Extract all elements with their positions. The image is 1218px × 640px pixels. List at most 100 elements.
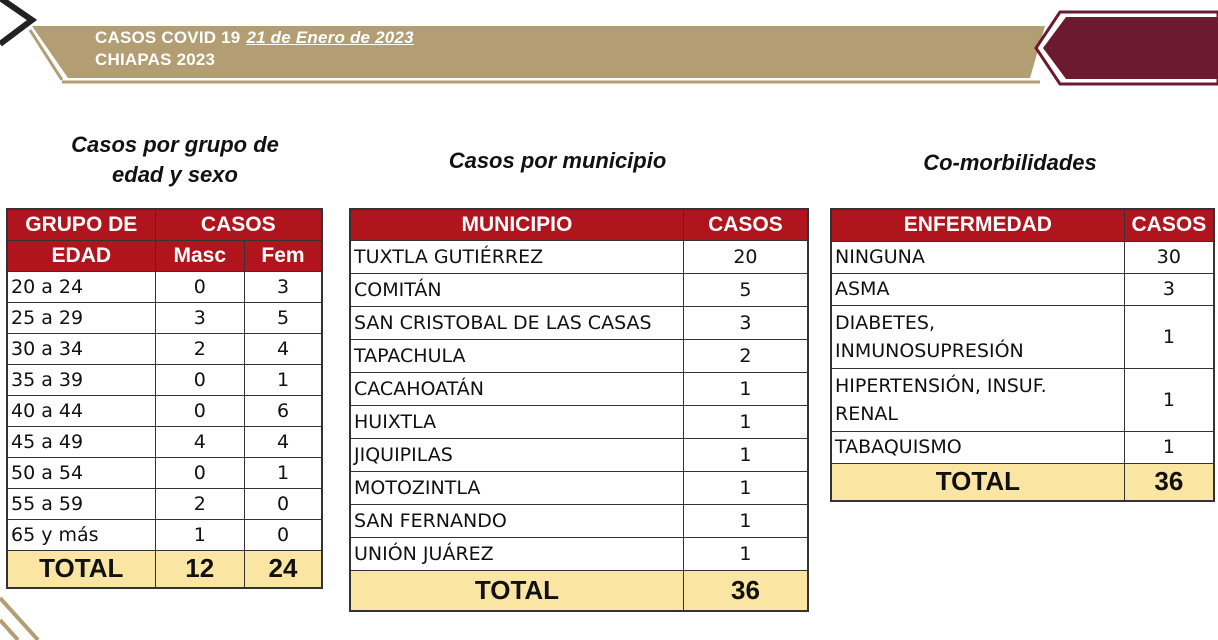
comorbidity-section-title: Co-morbilidades <box>923 150 1097 175</box>
table-row: UNIÓN JUÁREZ 1 <box>349 536 809 571</box>
disease-name: DIABETES, INMUNOSUPRESIÓN <box>830 304 1125 369</box>
disease-cases: 1 <box>1123 304 1215 369</box>
age-sex-table: GRUPO DE CASOS EDAD Masc Fem 20 a 24 0 3 2… <box>6 208 323 589</box>
total-masc: 12 <box>154 549 245 589</box>
table-row: HIPERTENSIÓN, INSUF. RENAL 1 <box>830 367 1215 432</box>
comorbidity-table: ENFERMEDAD CASOS NINGUNA 30 ASMA 3 DIABETE… <box>830 208 1215 502</box>
municipality-name: SAN FERNANDO <box>349 503 684 538</box>
table-row: NINGUNA 30 <box>830 240 1215 274</box>
table-row: MOTOZINTLA 1 <box>349 470 809 505</box>
header-disease: ENFERMEDAD <box>830 208 1125 242</box>
age-group: 45 a 49 <box>6 425 156 458</box>
table-row: 20 a 24 0 3 <box>6 270 323 303</box>
municipality-cases: 1 <box>682 404 809 439</box>
total-row: TOTAL 36 <box>830 462 1215 502</box>
age-group: 65 y más <box>6 518 156 551</box>
municipality-name: JIQUIPILAS <box>349 437 684 472</box>
table-row: HUIXTLA 1 <box>349 404 809 439</box>
corner-decoration <box>0 596 40 640</box>
table-row: 40 a 44 0 6 <box>6 394 323 427</box>
municipality-cases: 2 <box>682 338 809 373</box>
age-section-title: Casos por grupo de edad y sexo <box>20 130 330 190</box>
header-group-line1: GRUPO DE <box>6 208 156 241</box>
disease-cases: 1 <box>1123 430 1215 464</box>
municipality-cases: 1 <box>682 437 809 472</box>
age-group: 40 a 44 <box>6 394 156 427</box>
table-row: ASMA 3 <box>830 272 1215 306</box>
fem-count: 5 <box>243 301 323 334</box>
chevron-decoration <box>0 0 38 47</box>
disease-cases: 1 <box>1123 367 1215 432</box>
table-row: 30 a 34 2 4 <box>6 332 323 365</box>
fem-count: 1 <box>243 363 323 396</box>
municipality-name: SAN CRISTOBAL DE LAS CASAS <box>349 305 684 340</box>
disease-cases: 3 <box>1123 272 1215 306</box>
table-row: CACAHOATÁN 1 <box>349 371 809 406</box>
masc-count: 3 <box>154 301 245 334</box>
header-municipality: MUNICIPIO <box>349 208 684 241</box>
age-group: 55 a 59 <box>6 487 156 520</box>
municipality-name: CACAHOATÁN <box>349 371 684 406</box>
total-label: TOTAL <box>6 549 156 589</box>
fem-count: 4 <box>243 425 323 458</box>
total-fem: 24 <box>243 549 323 589</box>
municipality-name: TUXTLA GUTIÉRREZ <box>349 239 684 274</box>
municipality-cases: 1 <box>682 503 809 538</box>
header-banner: CASOS COVID 19 21 de Enero de 2023 CHIAPA… <box>0 0 1218 95</box>
table-row: TUXTLA GUTIÉRREZ 20 <box>349 239 809 274</box>
disease-cases: 30 <box>1123 240 1215 274</box>
municipality-cases: 1 <box>682 371 809 406</box>
municipality-cases: 1 <box>682 536 809 571</box>
header-fem: Fem <box>243 239 323 272</box>
masc-count: 0 <box>154 456 245 489</box>
masc-count: 2 <box>154 332 245 365</box>
municipality-name: TAPACHULA <box>349 338 684 373</box>
municipality-cases: 20 <box>682 239 809 274</box>
header-masc: Masc <box>154 239 245 272</box>
table-row: COMITÁN 5 <box>349 272 809 307</box>
municipality-name: UNIÓN JUÁREZ <box>349 536 684 571</box>
disease-name: TABAQUISMO <box>830 430 1125 464</box>
municipality-cases: 1 <box>682 470 809 505</box>
fem-count: 1 <box>243 456 323 489</box>
table-row: 25 a 29 3 5 <box>6 301 323 334</box>
municipality-name: COMITÁN <box>349 272 684 307</box>
banner-date: 21 de Enero de 2023 <box>246 28 414 47</box>
total-row: TOTAL 12 24 <box>6 549 323 589</box>
banner-graphic <box>0 0 1218 86</box>
masc-count: 4 <box>154 425 245 458</box>
table-row: SAN FERNANDO 1 <box>349 503 809 538</box>
age-group: 35 a 39 <box>6 363 156 396</box>
maroon-badge <box>1043 17 1218 79</box>
total-label: TOTAL <box>830 462 1125 502</box>
total-row: TOTAL 36 <box>349 569 809 612</box>
table-row: TAPACHULA 2 <box>349 338 809 373</box>
fem-count: 0 <box>243 518 323 551</box>
total-cases: 36 <box>1123 462 1215 502</box>
masc-count: 0 <box>154 394 245 427</box>
table-row: JIQUIPILAS 1 <box>349 437 809 472</box>
header-cases: CASOS <box>154 208 323 241</box>
banner-line2: CHIAPAS 2023 <box>95 50 216 69</box>
age-group: 25 a 29 <box>6 301 156 334</box>
disease-name: ASMA <box>830 272 1125 306</box>
table-row: 55 a 59 2 0 <box>6 487 323 520</box>
masc-count: 0 <box>154 270 245 303</box>
total-label: TOTAL <box>349 569 684 612</box>
municipality-name: MOTOZINTLA <box>349 470 684 505</box>
banner-title: CASOS COVID 19 21 de Enero de 2023 CHIAPA… <box>95 27 414 71</box>
fem-count: 3 <box>243 270 323 303</box>
table-row: SAN CRISTOBAL DE LAS CASAS 3 <box>349 305 809 340</box>
municipality-section-title: Casos por municipio <box>448 148 667 173</box>
age-group: 20 a 24 <box>6 270 156 303</box>
total-cases: 36 <box>682 569 809 612</box>
masc-count: 1 <box>154 518 245 551</box>
age-group: 30 a 34 <box>6 332 156 365</box>
fem-count: 6 <box>243 394 323 427</box>
header-cases: CASOS <box>682 208 809 241</box>
table-row: TABAQUISMO 1 <box>830 430 1215 464</box>
fem-count: 4 <box>243 332 323 365</box>
disease-name: NINGUNA <box>830 240 1125 274</box>
municipality-table: MUNICIPIO CASOS TUXTLA GUTIÉRREZ 20 COMIT… <box>349 208 809 612</box>
age-title-line2: edad y sexo <box>112 162 238 187</box>
